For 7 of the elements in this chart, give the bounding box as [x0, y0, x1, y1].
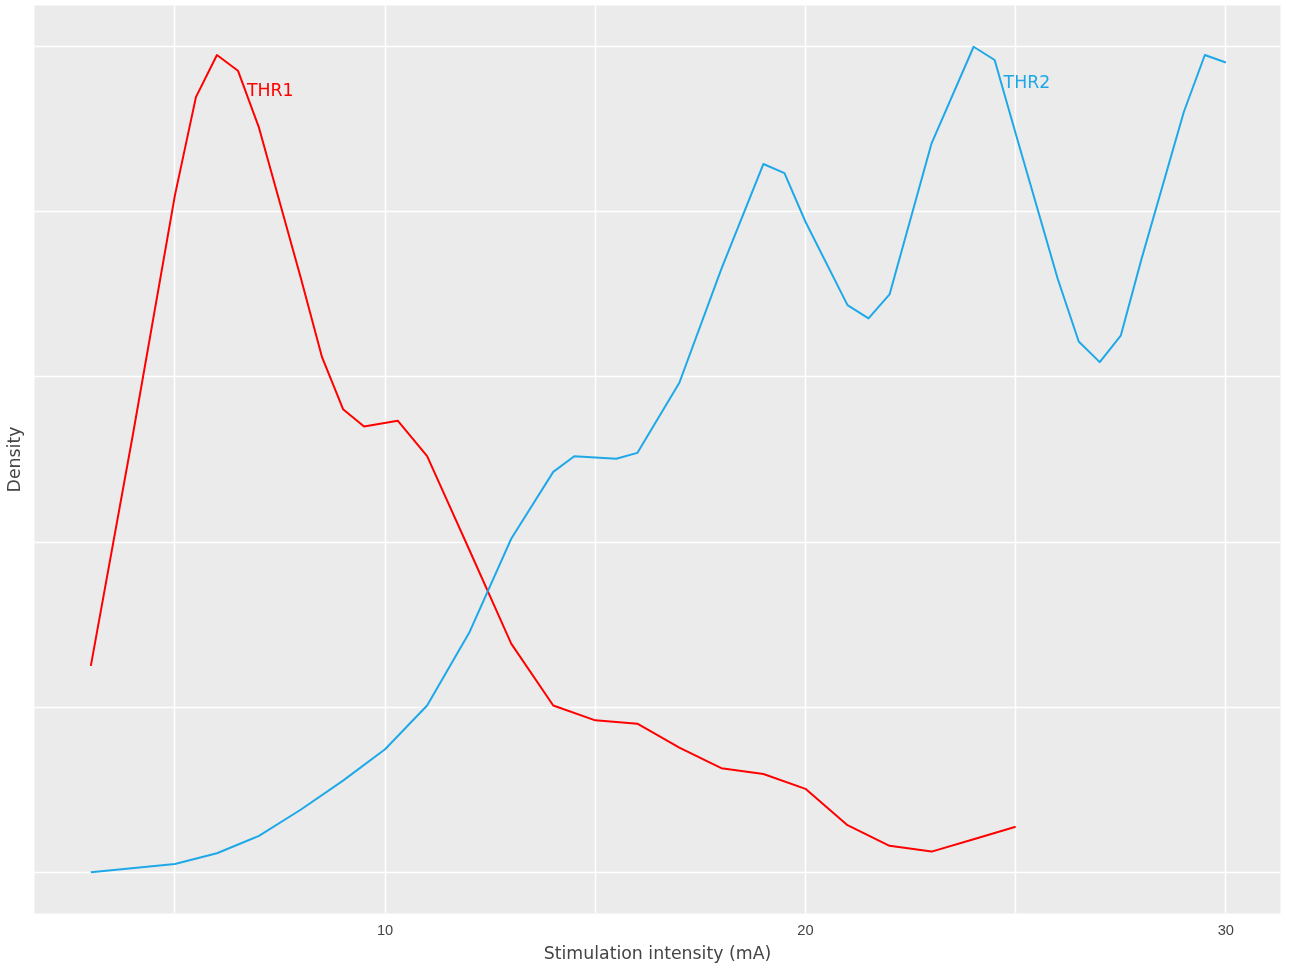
- x-tick-label: 30: [1217, 921, 1235, 938]
- y-axis-title: Density: [3, 426, 24, 493]
- series-label: THR2: [1002, 71, 1051, 92]
- x-tick-label: 10: [376, 921, 394, 938]
- x-axis-title: Stimulation intensity (mA): [543, 942, 772, 963]
- x-tick-label: 20: [797, 921, 814, 938]
- series-label: THR1: [245, 80, 294, 101]
